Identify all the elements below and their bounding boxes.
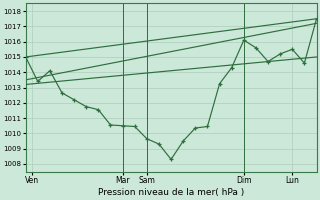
X-axis label: Pression niveau de la mer( hPa ): Pression niveau de la mer( hPa )	[98, 188, 244, 197]
